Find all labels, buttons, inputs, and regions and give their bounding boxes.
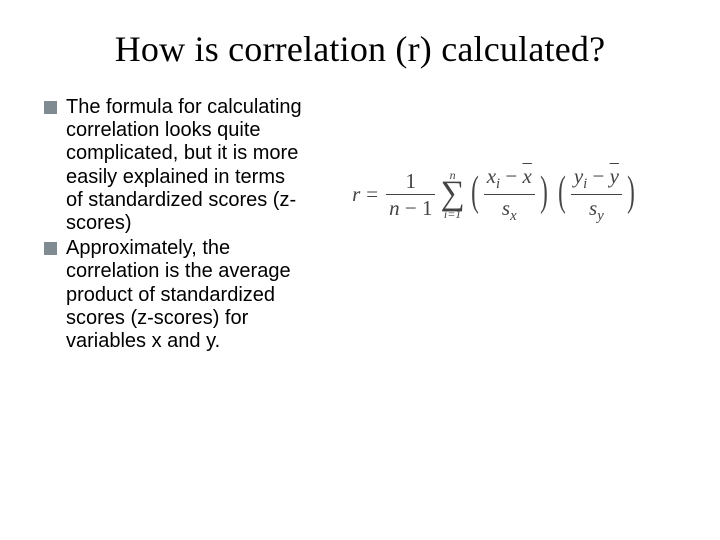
x-op: − xyxy=(500,164,522,188)
bullet-text: Approximately, the correlation is the av… xyxy=(66,237,304,353)
slide: How is correlation (r) calculated? The f… xyxy=(0,0,720,540)
x-term-fraction: xi − x sx xyxy=(484,164,535,225)
slide-title: How is correlation (r) calculated? xyxy=(44,28,676,70)
sy-var: s xyxy=(589,196,597,220)
x-term-numerator: xi − x xyxy=(484,164,535,193)
sx-var: s xyxy=(502,196,510,220)
square-bullet-icon xyxy=(44,242,57,255)
y-term-fraction: yi − y sy xyxy=(571,164,622,225)
left-paren-icon: ( xyxy=(471,176,479,210)
x-term-denominator: sx xyxy=(499,196,520,225)
sum-lower-limit: i=1 xyxy=(444,208,461,220)
fraction-bar xyxy=(571,194,622,195)
y-term-denominator: sy xyxy=(586,196,607,225)
sigma-icon: ∑ xyxy=(440,179,464,210)
left-paren-icon: ( xyxy=(558,176,566,210)
y-mean: y xyxy=(610,164,619,188)
sy-sub: y xyxy=(597,208,604,224)
list-item: Approximately, the correlation is the av… xyxy=(44,237,304,353)
equals-sign: = xyxy=(366,182,378,207)
content-row: The formula for calculating correlation … xyxy=(44,96,676,355)
bullet-list: The formula for calculating correlation … xyxy=(44,96,304,355)
sx-sub: x xyxy=(510,208,517,224)
summation-symbol: n ∑ i=1 xyxy=(440,169,464,221)
formula-lhs: r xyxy=(352,182,360,207)
coefficient-fraction: 1 n − 1 xyxy=(386,169,435,220)
right-paren-icon: ) xyxy=(627,176,635,210)
square-bullet-icon xyxy=(44,101,57,114)
coef-denominator: n − 1 xyxy=(386,196,435,220)
x-var: x xyxy=(487,164,496,188)
coef-den-op: − xyxy=(400,196,422,220)
y-term-numerator: yi − y xyxy=(571,164,622,193)
x-mean: x xyxy=(522,164,531,188)
fraction-bar xyxy=(484,194,535,195)
y-op: − xyxy=(587,164,609,188)
coef-den-var: n xyxy=(389,196,400,220)
coef-den-const: 1 xyxy=(422,196,433,220)
fraction-bar xyxy=(386,194,435,195)
coef-numerator: 1 xyxy=(403,169,420,193)
formula-area: r = 1 n − 1 n ∑ i=1 ( xi − x xyxy=(304,96,676,225)
correlation-formula: r = 1 n − 1 n ∑ i=1 ( xi − x xyxy=(352,164,638,225)
right-paren-icon: ) xyxy=(540,176,548,210)
y-var: y xyxy=(574,164,583,188)
bullet-text: The formula for calculating correlation … xyxy=(66,96,304,235)
list-item: The formula for calculating correlation … xyxy=(44,96,304,235)
